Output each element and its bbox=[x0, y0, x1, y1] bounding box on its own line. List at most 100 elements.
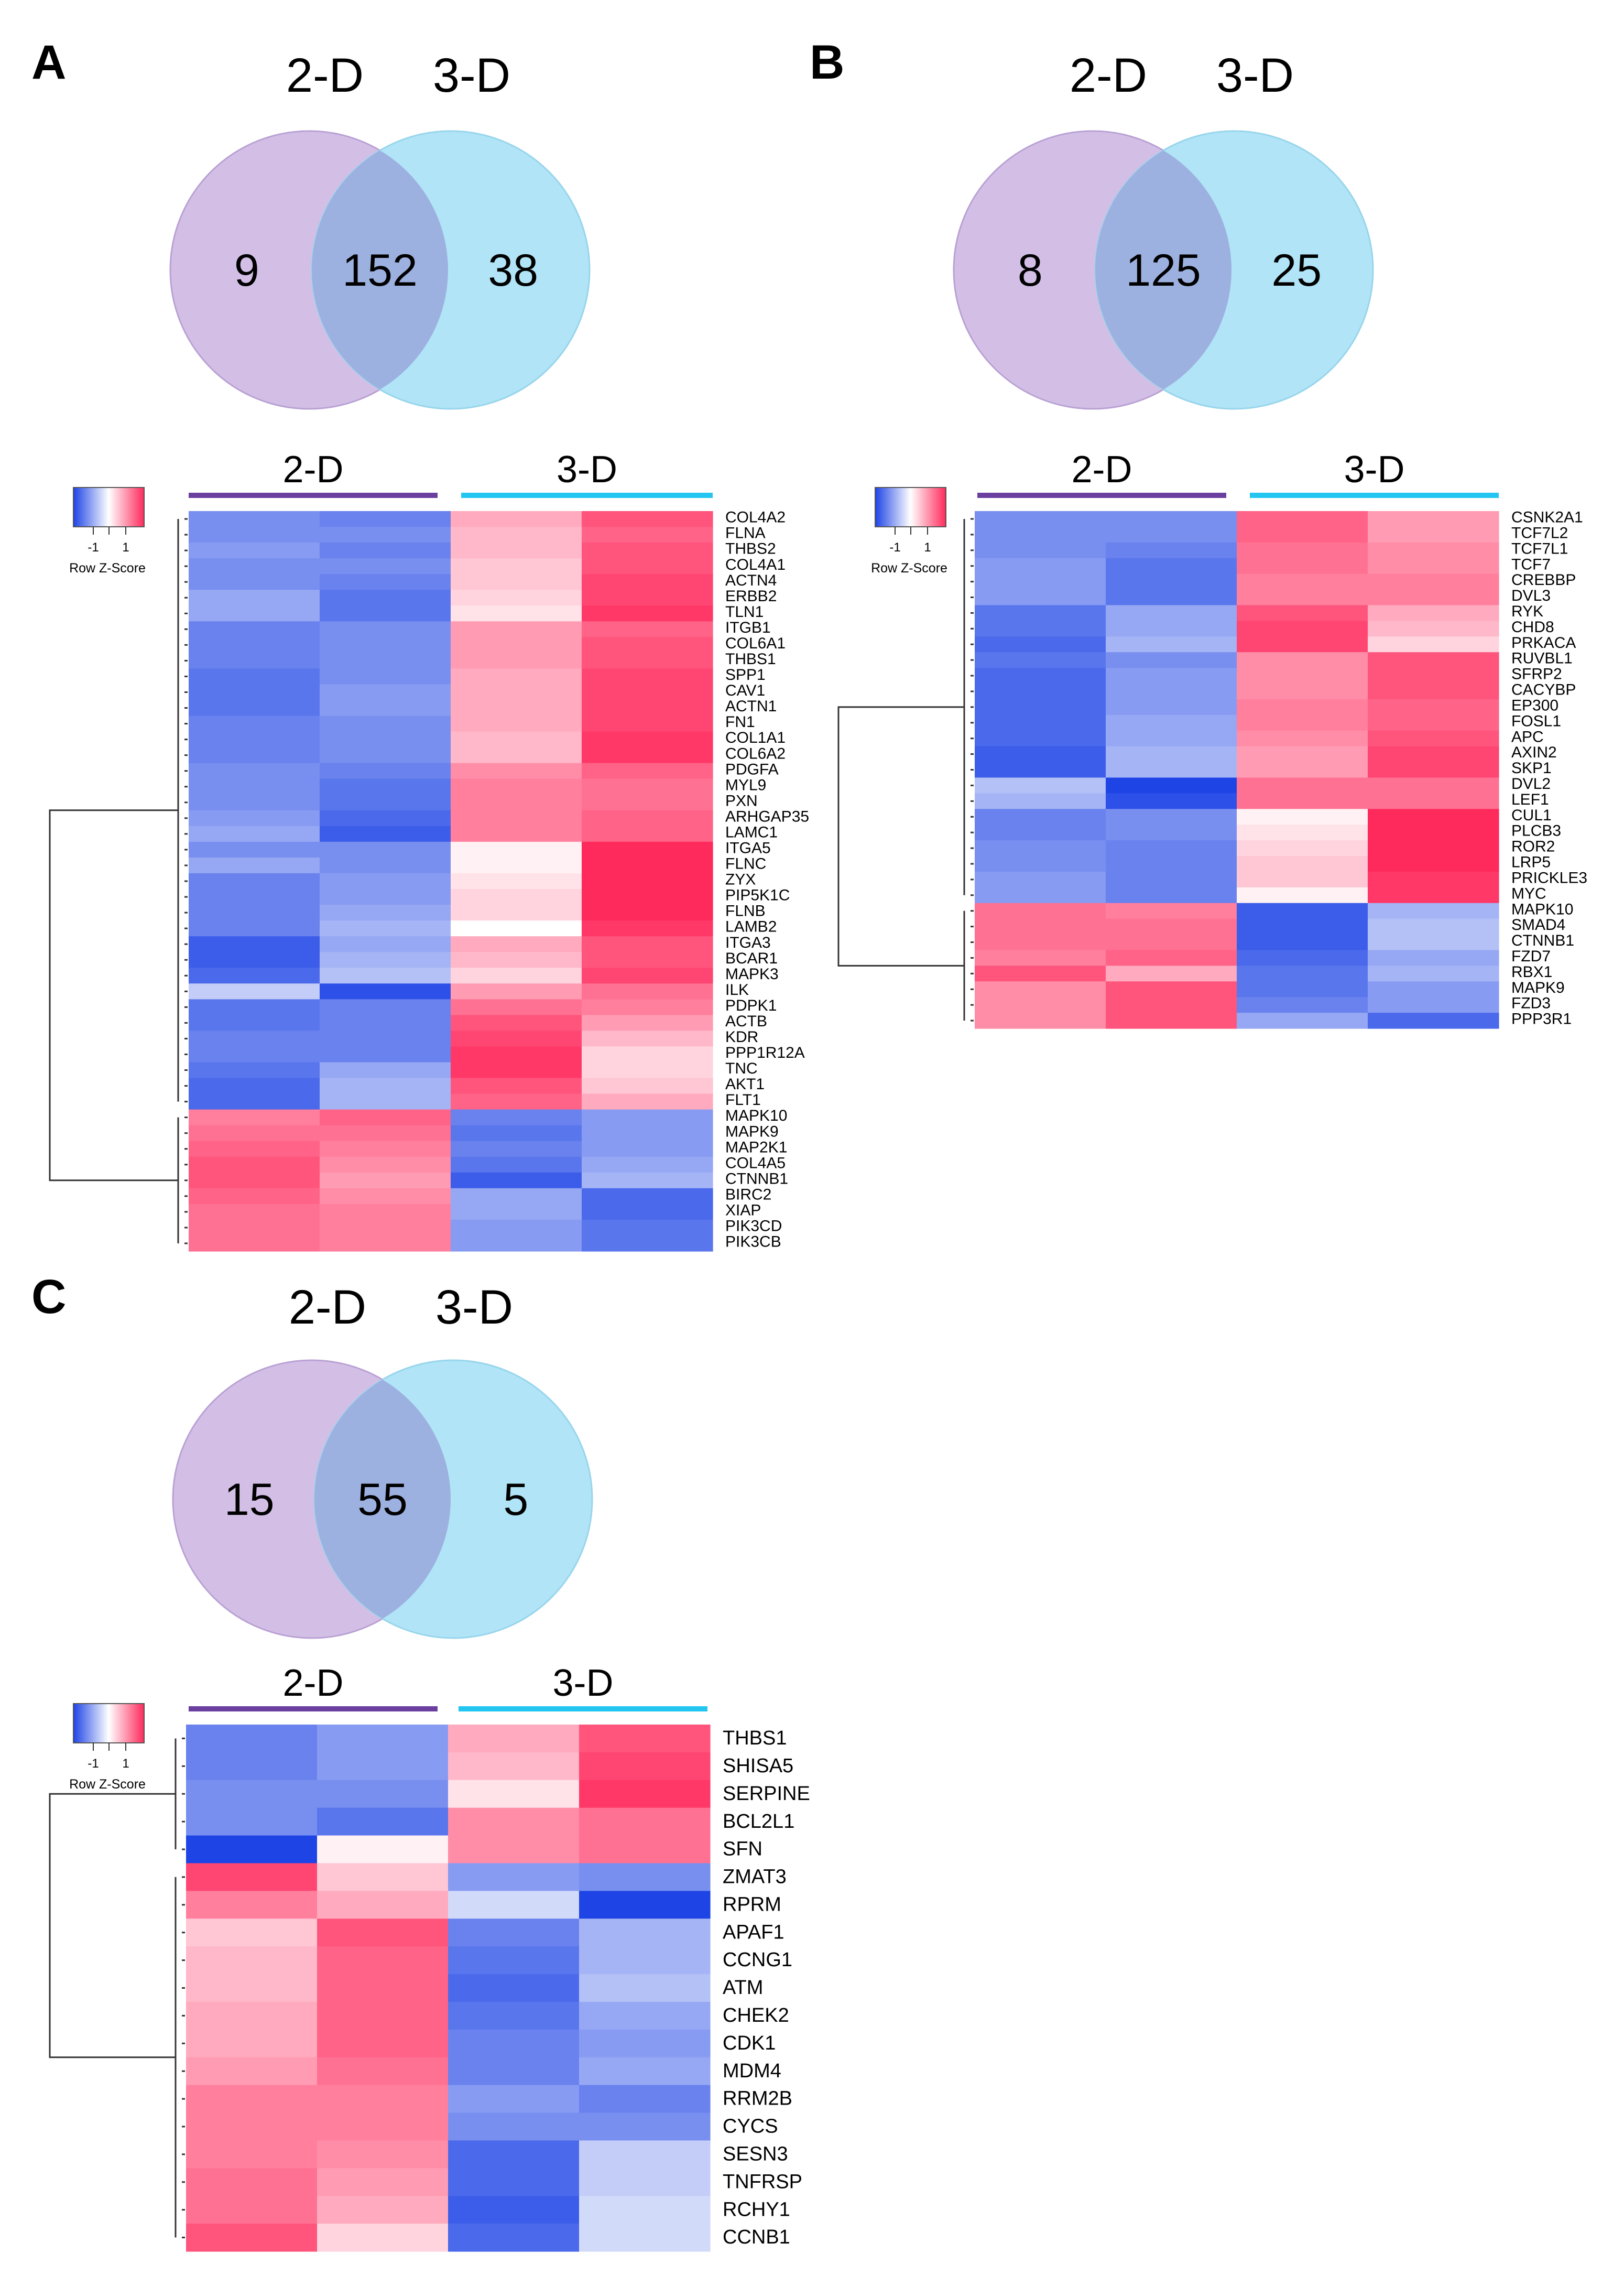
heatmap-cell bbox=[975, 573, 1106, 590]
heatmap-cell bbox=[1368, 621, 1499, 637]
heatmap-cell bbox=[1106, 636, 1237, 653]
heatmap-cell bbox=[448, 2224, 580, 2252]
heatmap-cell bbox=[975, 918, 1106, 935]
heatmap-cell bbox=[975, 856, 1106, 872]
heatmap-cell bbox=[582, 1235, 713, 1252]
heatmap-cell bbox=[320, 952, 451, 968]
gene-label: MAPK10 bbox=[1511, 901, 1573, 918]
heatmap-cell bbox=[975, 903, 1106, 919]
heatmap-cell bbox=[975, 981, 1106, 998]
heatmap-cell bbox=[320, 1141, 451, 1157]
heatmap-cell bbox=[448, 1780, 580, 1808]
gene-label: CHD8 bbox=[1511, 619, 1554, 636]
heatmap-cell bbox=[1368, 714, 1499, 731]
heatmap-cell bbox=[582, 527, 713, 543]
gene-label: THBS1 bbox=[725, 651, 776, 668]
heatmap-cell bbox=[579, 1946, 711, 1975]
heatmap-cell bbox=[451, 621, 582, 637]
heatmap-cell bbox=[975, 714, 1106, 731]
panel-label: B bbox=[810, 36, 844, 89]
gene-label: CCNB1 bbox=[723, 2226, 790, 2248]
heatmap-cell bbox=[451, 810, 582, 827]
heatmap-cell bbox=[189, 1015, 320, 1032]
heatmap-cell bbox=[582, 1141, 713, 1157]
heatmap-cell bbox=[189, 1141, 320, 1157]
heatmap-cell bbox=[189, 999, 320, 1015]
heatmap-cell bbox=[448, 1725, 580, 1753]
heatmap-cell bbox=[320, 826, 451, 842]
heatmap-cell bbox=[579, 2112, 711, 2141]
heatmap-cell bbox=[582, 731, 713, 748]
heatmap-cell bbox=[582, 700, 713, 717]
gene-label: THBS2 bbox=[725, 540, 776, 558]
heatmap-cell bbox=[189, 778, 320, 795]
heatmap-cell bbox=[1368, 526, 1499, 543]
heatmap-cell bbox=[451, 841, 582, 858]
heatmap-cell bbox=[451, 747, 582, 764]
heatmap-cell bbox=[582, 952, 713, 968]
heatmap-cell bbox=[1237, 573, 1368, 590]
heatmap-cell bbox=[451, 511, 582, 527]
gene-label: ACTN1 bbox=[725, 698, 777, 715]
heatmap-cell bbox=[1237, 825, 1368, 841]
gene-label: FLT1 bbox=[725, 1091, 761, 1109]
gene-label: LAMB2 bbox=[725, 918, 777, 936]
heatmap-cell bbox=[186, 1780, 318, 1808]
group-label-2d: 2-D bbox=[1071, 449, 1132, 491]
gene-label: MDM4 bbox=[723, 2060, 781, 2082]
heatmap-cell bbox=[582, 637, 713, 653]
heatmap-cell bbox=[975, 871, 1106, 888]
venn-count-overlap: 152 bbox=[342, 245, 418, 296]
heatmap-cell bbox=[975, 793, 1106, 809]
panel-label: C bbox=[31, 1270, 66, 1324]
heatmap-cell bbox=[1368, 699, 1499, 716]
heatmap-cell bbox=[189, 952, 320, 968]
venn-title-3d: 3-D bbox=[433, 49, 510, 102]
heatmap-cell bbox=[1237, 903, 1368, 919]
heatmap-cell bbox=[320, 763, 451, 779]
heatmap-cell bbox=[186, 1919, 318, 1947]
heatmap-cell bbox=[317, 2224, 449, 2252]
heatmap-cell bbox=[189, 668, 320, 685]
gene-label: COL6A2 bbox=[725, 745, 786, 762]
gene-label: ZYX bbox=[725, 871, 756, 888]
heatmap-cell bbox=[579, 1974, 711, 2002]
heatmap-cell bbox=[1368, 589, 1499, 606]
heatmap-cell bbox=[1106, 871, 1237, 888]
heatmap-cell bbox=[1237, 589, 1368, 606]
heatmap-cell bbox=[579, 1725, 711, 1753]
heatmap-cell bbox=[320, 810, 451, 827]
heatmap-cell bbox=[1237, 981, 1368, 998]
heatmap-cell bbox=[975, 542, 1106, 559]
heatmap-cell bbox=[451, 889, 582, 905]
heatmap-cell bbox=[320, 1172, 451, 1189]
heatmap-cell bbox=[1106, 950, 1237, 966]
heatmap-cell bbox=[448, 2112, 580, 2141]
gene-label: LRP5 bbox=[1511, 854, 1551, 871]
heatmap-cell bbox=[579, 1807, 711, 1836]
heatmap-cell bbox=[448, 2085, 580, 2114]
heatmap-cell bbox=[451, 1235, 582, 1252]
heatmap-cell bbox=[1368, 746, 1499, 763]
heatmap-cell bbox=[189, 920, 320, 937]
heatmap-cell bbox=[1106, 887, 1237, 904]
heatmap-cell bbox=[1368, 1013, 1499, 1029]
heatmap-cell bbox=[448, 1946, 580, 1975]
heatmap-cell bbox=[320, 1156, 451, 1173]
heatmap-cell bbox=[186, 2196, 318, 2224]
color-key-ticks bbox=[895, 527, 928, 535]
heatmap-cell bbox=[317, 1807, 449, 1836]
heatmap-cell bbox=[582, 1188, 713, 1205]
heatmap-cell bbox=[975, 652, 1106, 668]
heatmap-cell bbox=[320, 794, 451, 811]
heatmap-cell bbox=[579, 2085, 711, 2114]
heatmap-cell bbox=[1368, 668, 1499, 684]
heatmap-cell bbox=[1106, 966, 1237, 982]
heatmap-cell bbox=[320, 983, 451, 1000]
color-key-tick-high: 1 bbox=[122, 1757, 129, 1771]
heatmap-cell bbox=[189, 763, 320, 779]
heatmap-cell bbox=[451, 574, 582, 590]
gene-label: SESN3 bbox=[723, 2143, 788, 2165]
heatmap-cell bbox=[320, 1046, 451, 1063]
heatmap-cell bbox=[320, 700, 451, 717]
